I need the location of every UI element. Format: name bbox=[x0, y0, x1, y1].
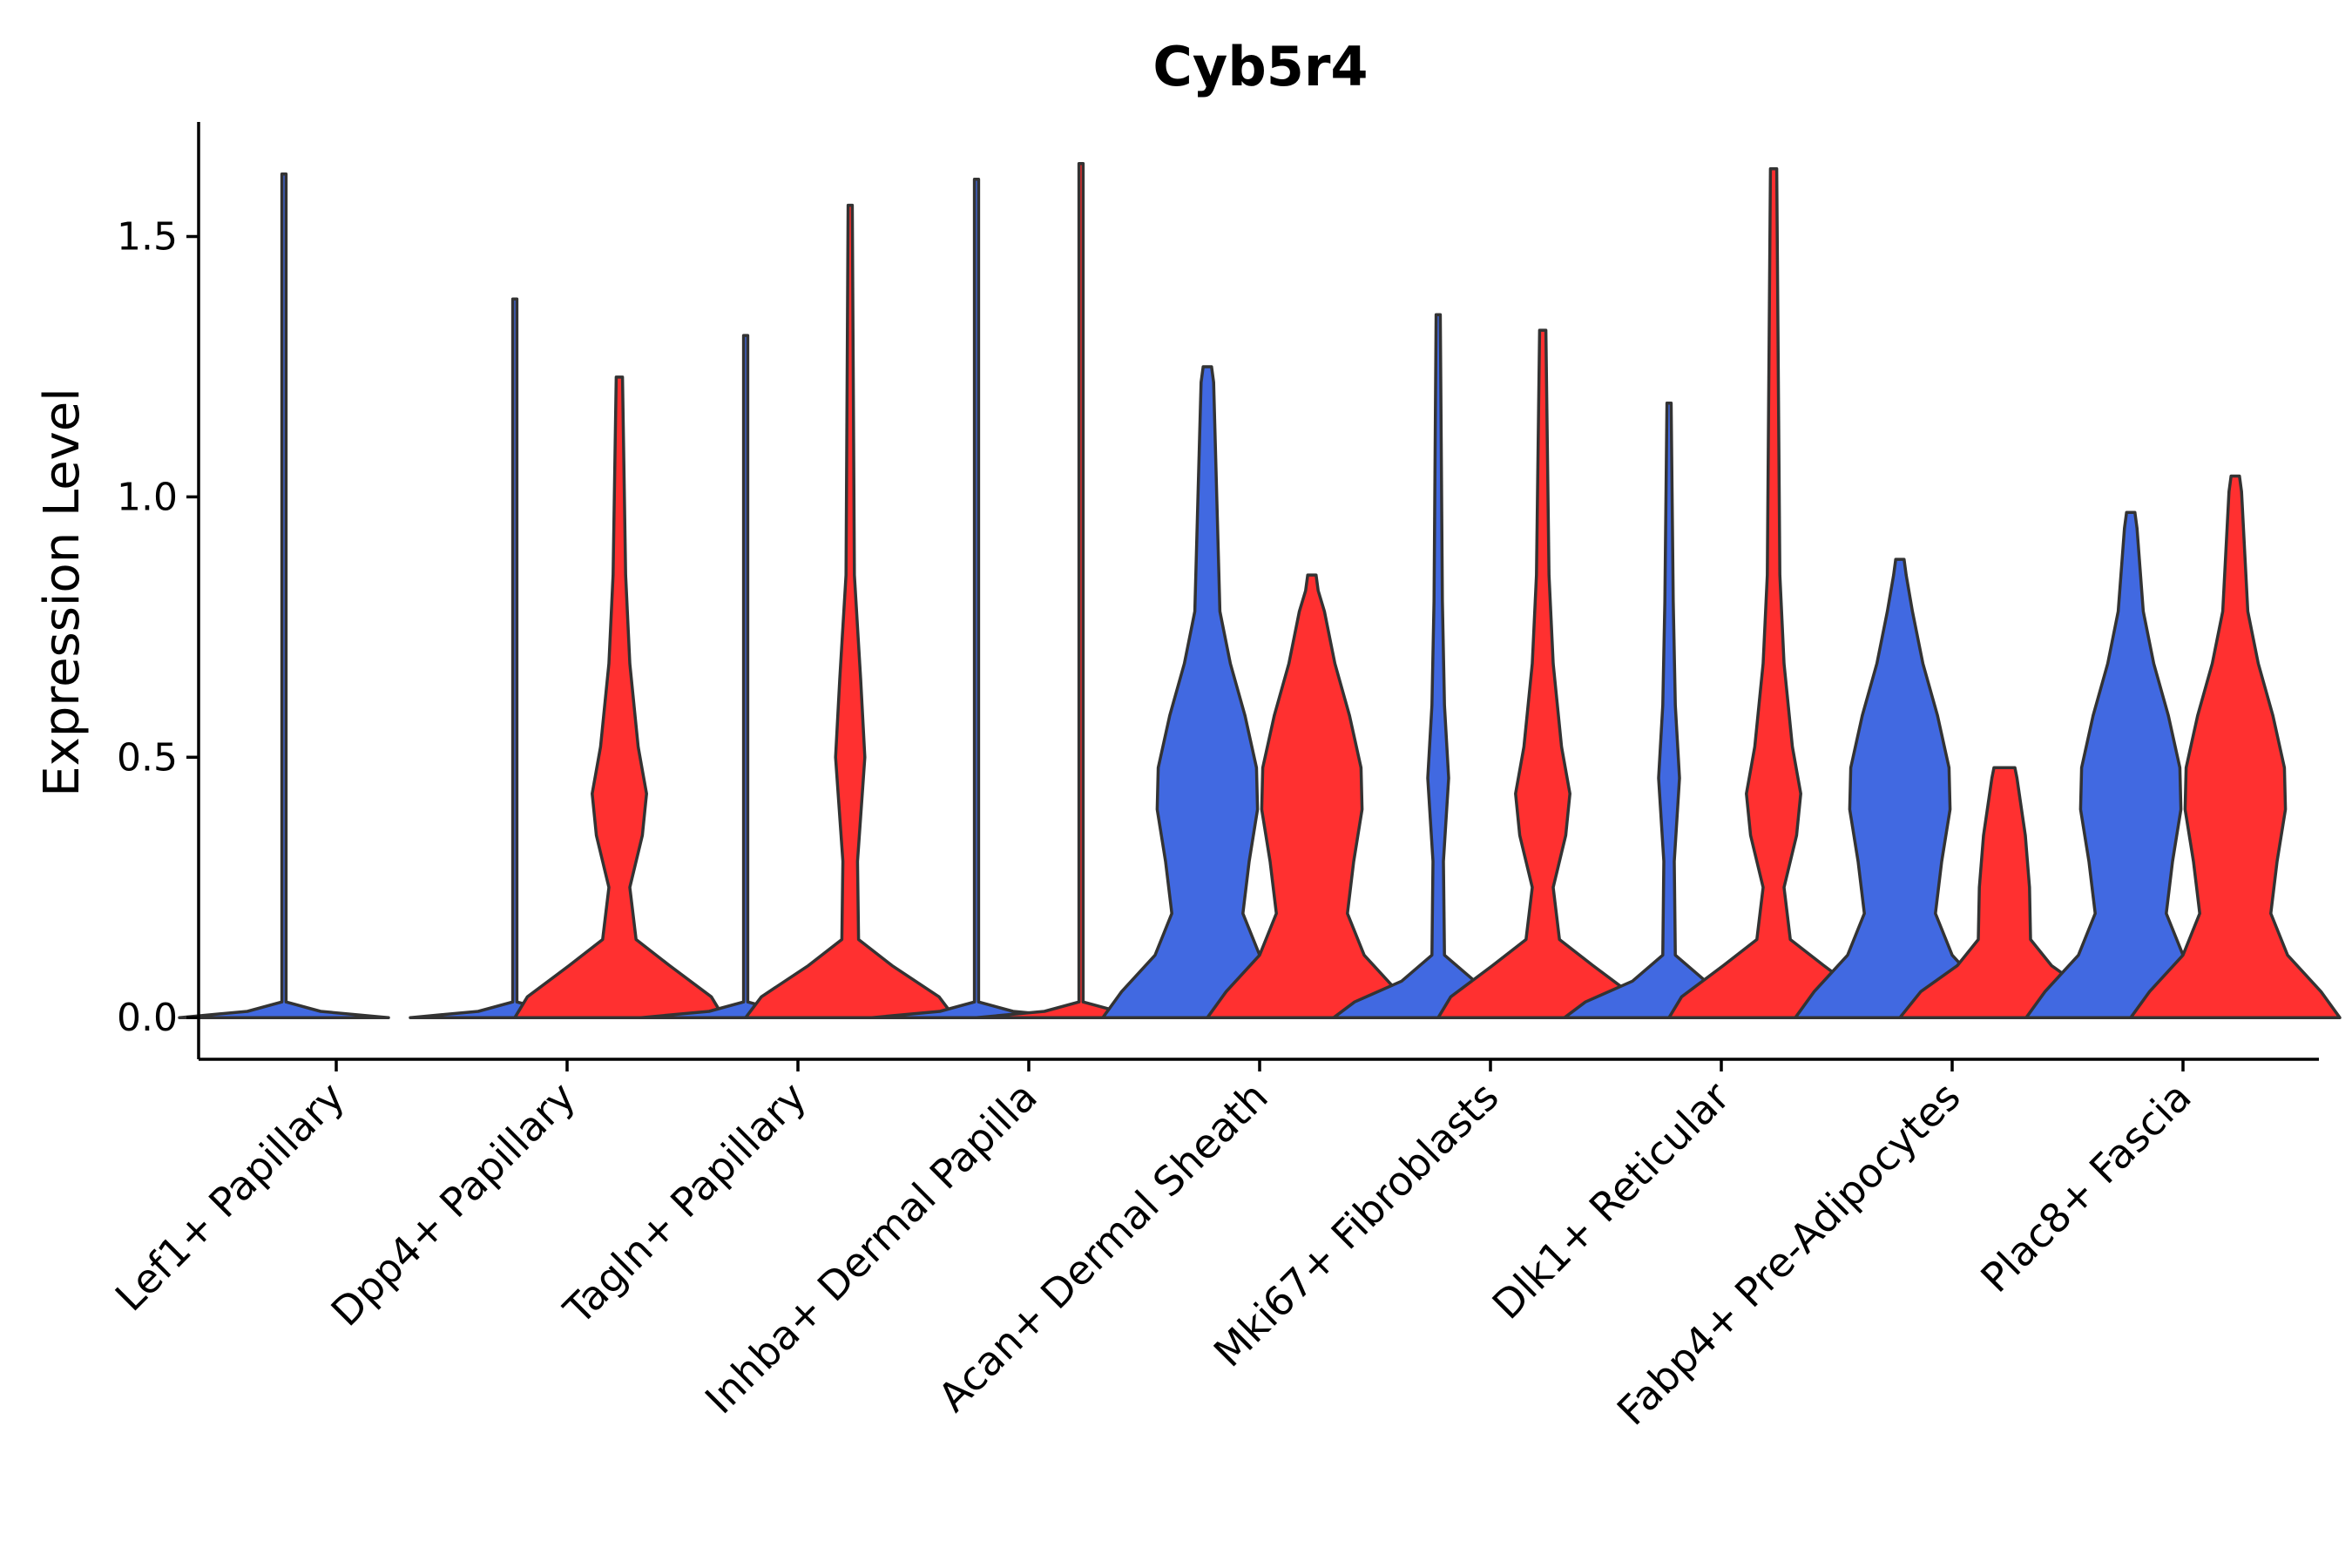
y-tick-label: 1.5 bbox=[117, 215, 178, 260]
violin-blue-5 bbox=[1101, 365, 1314, 1019]
violin-red-4 bbox=[975, 162, 1187, 1019]
y-axis: 0.0 0.5 1.0 1.5 bbox=[117, 122, 200, 1059]
violin-red-9 bbox=[2129, 474, 2342, 1019]
violin-red-6 bbox=[1436, 328, 1649, 1019]
violin-red-3 bbox=[744, 203, 956, 1019]
violin-blue-7 bbox=[1563, 402, 1775, 1019]
x-category-label: Dpp4+ Papillary bbox=[322, 1073, 585, 1335]
y-tick-label: 0.0 bbox=[117, 996, 178, 1040]
violin-blue-1 bbox=[178, 172, 390, 1019]
violin-blue-8 bbox=[1794, 558, 2006, 1019]
violin-blue-9 bbox=[2024, 510, 2237, 1019]
violin-blue-6 bbox=[1332, 313, 1544, 1019]
violin-red-2 bbox=[513, 375, 726, 1019]
x-category-label: Tagln+ Papillary bbox=[554, 1073, 815, 1335]
violin-red-7 bbox=[1667, 167, 1880, 1019]
violin-blue-4 bbox=[870, 178, 1083, 1019]
x-category-label: Lef1+ Papillary bbox=[106, 1073, 354, 1321]
x-category-label: Plac8+ Fascia bbox=[1971, 1073, 2200, 1301]
y-tick-label: 1.0 bbox=[117, 475, 178, 519]
violin-blue-2 bbox=[409, 297, 621, 1019]
violin-group bbox=[178, 162, 2342, 1019]
violin-blue-3 bbox=[639, 334, 852, 1019]
violin-red-8 bbox=[1898, 766, 2111, 1019]
y-tick-label: 0.5 bbox=[117, 735, 178, 780]
violin-red-5 bbox=[1206, 573, 1418, 1019]
y-axis-label: Expression Level bbox=[34, 388, 91, 797]
x-category-label: Dlk1+ Reticular bbox=[1484, 1073, 1739, 1328]
chart-title: Cyb5r4 bbox=[1152, 35, 1368, 98]
